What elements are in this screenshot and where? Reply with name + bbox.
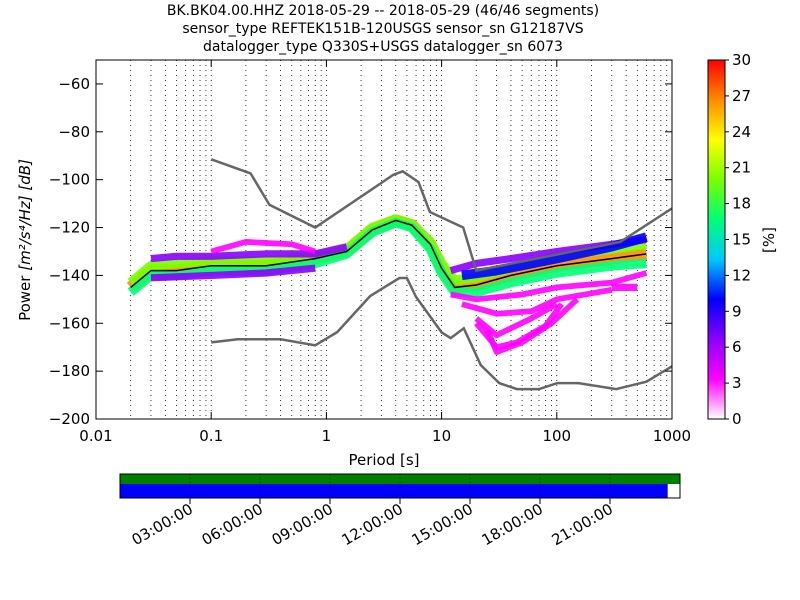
title-line-station: BK.BK04.00.HHZ 2018-05-29 -- 2018-05-29 … xyxy=(166,3,600,19)
x-tick-label: 10 xyxy=(432,427,451,445)
y-tick-label: −100 xyxy=(49,171,90,189)
noise-model-nlnm xyxy=(211,276,672,391)
density-band xyxy=(150,264,316,282)
y-tick-label: −80 xyxy=(58,123,90,141)
x-tick-label: 0.1 xyxy=(199,427,223,445)
colorbar-tick-label: 21 xyxy=(732,159,751,177)
x-tick-label: 1 xyxy=(322,427,332,445)
title-line-sensor: sensor_type REFTEK151B-120USGS sensor_sn… xyxy=(182,21,584,37)
x-tick-label: 0.01 xyxy=(79,427,112,445)
colorbar-tick-label: 30 xyxy=(732,51,751,69)
colorbar-tick-label: 6 xyxy=(732,338,742,356)
colorbar xyxy=(707,59,726,420)
density-band xyxy=(210,239,317,255)
plot-frame xyxy=(95,59,673,420)
timeline-tick-label: 18:00:00 xyxy=(479,500,546,549)
timeline-tick-label: 03:00:00 xyxy=(129,500,196,549)
y-tick-label: −160 xyxy=(49,314,90,332)
y-tick-label: −60 xyxy=(58,75,90,93)
density-band xyxy=(450,270,648,303)
y-axis-label-units: [m²/s⁴/Hz] [dB] xyxy=(16,159,34,271)
x-tick-label: 100 xyxy=(542,427,571,445)
density-band xyxy=(150,243,348,263)
density-band xyxy=(484,297,580,355)
density-band xyxy=(461,286,613,317)
y-axis-label: Power [m²/s⁴/Hz] [dB] xyxy=(16,159,34,321)
timeline-tick-label: 21:00:00 xyxy=(549,500,616,549)
x-axis-label: Period [s] xyxy=(348,451,419,469)
y-tick-label: −140 xyxy=(49,266,90,284)
y-tick-label: −200 xyxy=(49,410,90,428)
timeline-tick-label: 15:00:00 xyxy=(409,500,476,549)
colorbar-tick-label: 9 xyxy=(732,302,742,320)
density-band xyxy=(474,301,559,339)
colorbar-ticks: 0 3 6 9 12 15 18 21 24 27 30 xyxy=(725,51,751,428)
timeline-tick-label: 06:00:00 xyxy=(199,500,266,549)
y-axis-label-prefix: Power xyxy=(16,271,34,321)
x-axis-ticks: 0.01 0.1 1 10 100 1000 xyxy=(79,60,691,445)
colorbar-label: [%] xyxy=(760,227,778,253)
timeline-coverage-bar xyxy=(120,484,668,498)
y-tick-label: −120 xyxy=(49,219,90,237)
density-band xyxy=(461,232,648,281)
colorbar-tick-label: 12 xyxy=(732,266,751,284)
colorbar-tick-label: 15 xyxy=(732,231,751,249)
noise-model-nhnm xyxy=(210,158,672,273)
y-tick-label: −180 xyxy=(49,362,90,380)
colorbar-tick-label: 24 xyxy=(732,123,751,141)
timeline-tick-label: 12:00:00 xyxy=(339,500,406,549)
timeline-tick-label: 09:00:00 xyxy=(269,500,336,549)
plot-area xyxy=(96,60,672,419)
colorbar-tick-label: 3 xyxy=(732,374,742,392)
psd-mode-line xyxy=(130,219,647,289)
x-tick-label: 1000 xyxy=(653,427,691,445)
colorbar-tick-label: 0 xyxy=(732,410,742,428)
colorbar-tick-label: 27 xyxy=(732,87,751,105)
density-band xyxy=(127,217,647,297)
noise-models xyxy=(210,158,672,391)
y-axis-ticks: −200 −180 −160 −140 −120 −100 −80 −60 xyxy=(49,75,672,428)
data-coverage-timeline: 03:00:00 06:00:00 09:00:00 12:00:00 15:00:00… xyxy=(119,473,681,549)
psd-mode xyxy=(130,219,647,289)
chart-title: BK.BK04.00.HHZ 2018-05-29 -- 2018-05-29 … xyxy=(0,2,766,56)
colorbar-tick-label: 18 xyxy=(732,195,751,213)
title-line-datalogger: datalogger_type Q330S+USGS datalogger_sn… xyxy=(203,39,563,55)
